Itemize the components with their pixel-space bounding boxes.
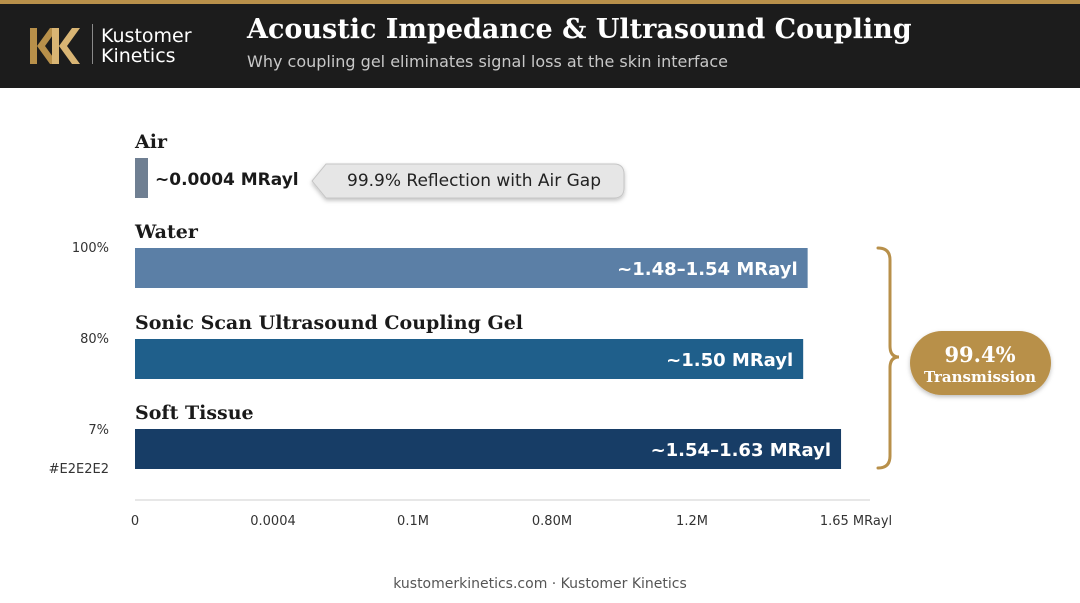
left-axis-label-3: #E2E2E2	[49, 462, 109, 477]
transmission-bracket	[876, 246, 900, 470]
x-tick-label-2: 0.1M	[397, 514, 429, 529]
value-label-2: ~1.50 MRayl	[666, 350, 793, 371]
category-label-1: Water	[134, 221, 199, 243]
page-title: Acoustic Impedance & Ultrasound Coupling	[247, 14, 912, 45]
header-bar: Kustomer Kinetics Acoustic Impedance & U…	[0, 0, 1080, 88]
category-label-3: Soft Tissue	[135, 402, 254, 424]
value-label-1: ~1.48–1.54 MRayl	[617, 259, 797, 280]
brand-name-line2: Kinetics	[101, 45, 176, 67]
kk-logo-icon	[30, 28, 80, 64]
logo-divider	[92, 24, 93, 64]
footer-credit: kustomerkinetics.com · Kustomer Kinetics	[393, 576, 687, 592]
page-subtitle: Why coupling gel eliminates signal loss …	[247, 52, 728, 71]
left-axis-label-1: 80%	[80, 332, 109, 347]
x-tick-label-4: 1.2M	[676, 514, 708, 529]
category-label-0: Air	[134, 131, 168, 153]
bar-0	[135, 158, 148, 198]
bar-1	[135, 248, 808, 288]
x-tick-label-5: 1.65 MRayl	[820, 514, 892, 529]
x-tick-label-1: 0.0004	[250, 514, 296, 529]
bar-3	[135, 429, 842, 469]
transmission-value: 99.4%	[944, 342, 1015, 367]
value-label-0: ~0.0004 MRayl	[155, 170, 299, 190]
reflection-callout	[311, 163, 625, 199]
reflection-callout-text: 99.9% Reflection with Air Gap	[347, 171, 601, 191]
brand-name-line1: Kustomer	[101, 25, 192, 47]
transmission-badge	[910, 331, 1051, 395]
header-accent-line	[0, 0, 1080, 4]
transmission-label: Transmission	[924, 368, 1036, 386]
x-tick-label-0: 0	[131, 514, 139, 529]
x-tick-label-3: 0.80M	[532, 514, 572, 529]
left-axis-label-0: 100%	[72, 241, 109, 256]
value-label-3: ~1.54–1.63 MRayl	[651, 440, 831, 461]
category-label-2: Sonic Scan Ultrasound Coupling Gel	[135, 312, 523, 334]
left-axis-label-2: 7%	[88, 423, 109, 438]
bar-2	[135, 339, 804, 379]
